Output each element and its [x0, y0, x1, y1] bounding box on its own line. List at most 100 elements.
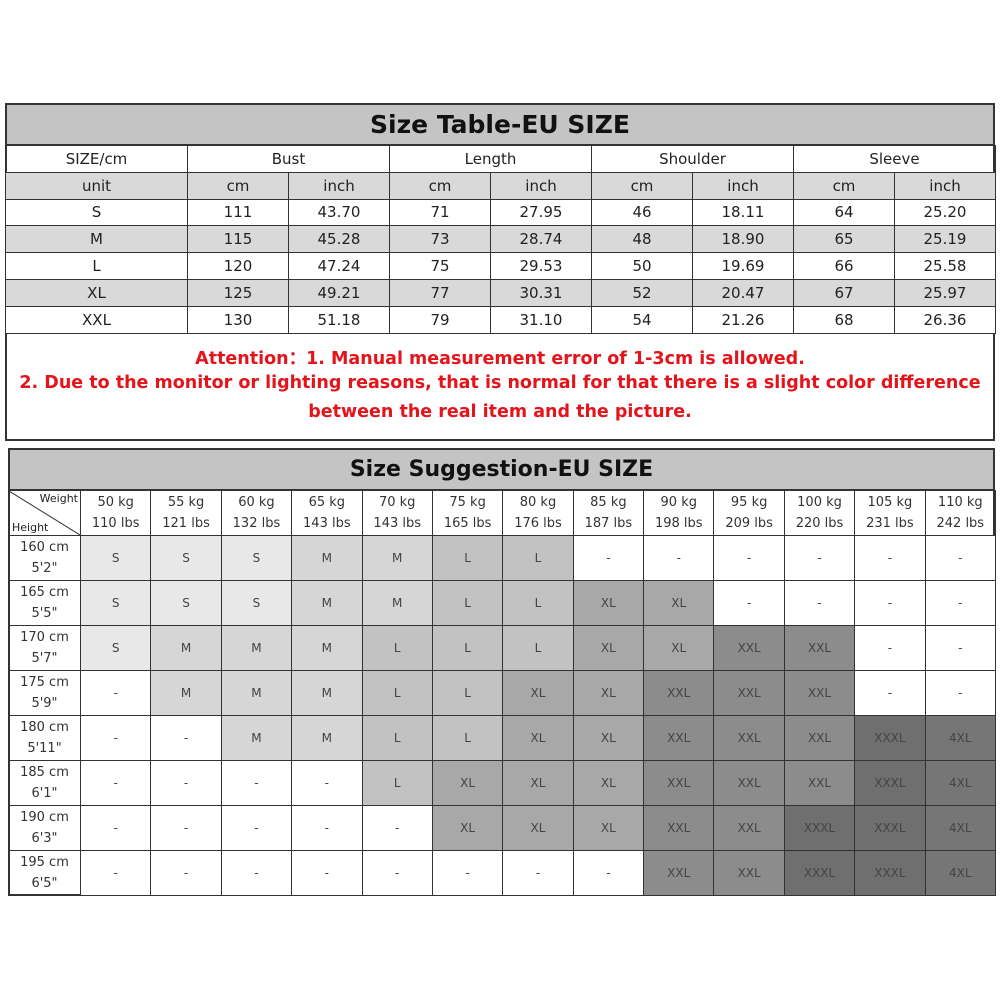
measurement: 19.69	[721, 257, 765, 276]
size-suggestion-cell: XXL	[783, 670, 856, 716]
size-suggestion: XXL	[737, 821, 761, 835]
size-suggestion-cell: -	[643, 535, 715, 581]
measurement-cell: 49.21	[288, 279, 390, 307]
size-suggestion: XXXL	[874, 776, 906, 790]
size-suggestion: S	[182, 551, 190, 565]
measurement-cell: 50	[591, 252, 693, 280]
column-header-cell: Length	[389, 145, 592, 173]
size-suggestion-cell: S	[80, 580, 152, 626]
height-cm: 195 cm	[20, 855, 69, 870]
weight-lbs: 242 lbs	[936, 516, 985, 531]
size-suggestion-cell: XL	[431, 760, 504, 806]
size-suggestion-cell: XL	[502, 715, 574, 761]
size-suggestion: -	[395, 866, 400, 880]
size-suggestion-cell: -	[854, 580, 926, 626]
measurement-cell: 31.10	[490, 305, 592, 334]
size-suggestion: L	[393, 776, 401, 790]
size-suggestion-cell: XXL	[783, 625, 856, 671]
measurement-cell: 73	[389, 225, 491, 254]
size-suggestion-cell: XL	[572, 760, 645, 806]
measurement-cell: 25.19	[894, 225, 996, 254]
size-suggestion-cell: M	[150, 625, 222, 671]
size-suggestion: 4XL	[949, 821, 972, 835]
size-suggestion: XXL	[737, 686, 761, 700]
size-suggestion: XXXL	[803, 821, 836, 835]
measurement-cell: 30.31	[490, 279, 592, 307]
size-suggestion: -	[113, 731, 118, 745]
weight-lbs: 110 lbs	[91, 516, 140, 531]
size-suggestion-cell: XXL	[643, 850, 715, 896]
size-suggestion-cell: -	[80, 670, 152, 716]
size-suggestion-cell: XXL	[783, 760, 856, 806]
size-suggestion: XXXL	[874, 731, 906, 745]
measurement: 21.26	[721, 310, 765, 329]
size-suggestion: -	[606, 551, 611, 565]
size-suggestion: -	[113, 776, 118, 790]
measurement-cell: 120	[187, 252, 289, 280]
height-ft: 5'2"	[31, 561, 58, 576]
size-suggestion-cell: XXL	[713, 715, 785, 761]
size-suggestion: -	[465, 866, 470, 880]
size-suggestion: -	[746, 596, 752, 610]
size-suggestion-cell: -	[361, 850, 433, 896]
measurement: 73	[430, 230, 450, 249]
size-suggestion-cell: S	[80, 625, 152, 671]
unit-cell: cm	[389, 171, 491, 200]
size-suggestion-cell: XXL	[713, 670, 785, 716]
size-suggestion: -	[324, 776, 329, 790]
measurement-cell: 43.70	[288, 198, 390, 227]
unit-cell: inch	[490, 171, 592, 200]
weight-lbs: 176 lbs	[514, 516, 562, 531]
size-suggestion-cell: -	[80, 760, 152, 806]
size-suggestion-cell: L	[502, 535, 574, 581]
measurement: 43.70	[317, 203, 361, 222]
size-suggestion: XL	[600, 776, 616, 790]
size-suggestion: -	[395, 821, 400, 835]
size-suggestion-cell: XL	[502, 760, 574, 806]
weight-kg: 90 kg	[660, 495, 697, 510]
height-header: 190 cm 6'3"	[8, 805, 81, 851]
size-suggestion: M	[321, 686, 332, 700]
measurement-cell: 68	[793, 305, 895, 334]
size-suggestion-cell: XL	[431, 805, 504, 851]
size-suggestion: S	[252, 596, 261, 610]
weight-kg: 65 kg	[308, 495, 346, 510]
weight-kg: 70 kg	[378, 495, 416, 510]
size-suggestion-cell: XXL	[783, 715, 856, 761]
weight-lbs: 220 lbs	[795, 516, 844, 531]
measurement-cell: 46	[591, 198, 693, 227]
size-suggestion-cell: S	[220, 580, 293, 626]
size-suggestion: XXL	[667, 731, 691, 745]
measurement-cell: 28.74	[490, 225, 592, 254]
unit: cm	[428, 176, 452, 195]
measurement: 68	[834, 310, 854, 329]
size-suggestion-cell: M	[291, 670, 363, 716]
size-suggestion: XXL	[737, 731, 761, 745]
measurement-cell: 130	[187, 305, 289, 334]
size-suggestion: L	[464, 641, 471, 655]
measurement-cell: 29.53	[490, 252, 592, 280]
size-suggestion: -	[958, 686, 963, 700]
size-label: M	[90, 230, 103, 249]
height-ft: 5'11"	[27, 741, 62, 756]
unit-cell: inch	[894, 171, 996, 200]
size-suggestion: L	[393, 641, 401, 655]
measurement-cell: 79	[389, 305, 491, 334]
size-suggestion-cell: S	[80, 535, 152, 581]
size-suggestion-cell: -	[150, 805, 222, 851]
size-suggestion: 4XL	[949, 866, 972, 880]
measurement: 115	[223, 230, 253, 249]
size-suggestion-cell: -	[502, 850, 574, 896]
size-suggestion: -	[887, 686, 893, 700]
measurement-cell: 66	[793, 252, 895, 280]
size-suggestion-cell: 4XL	[924, 850, 996, 896]
weight-kg: 75 kg	[449, 495, 486, 510]
size-suggestion: S	[111, 551, 120, 565]
weight-lbs: 187 lbs	[584, 516, 633, 531]
size-suggestion: M	[180, 641, 192, 655]
column-header: Bust	[271, 149, 306, 168]
measurement: 120	[223, 257, 253, 276]
measurement-cell: 77	[389, 279, 491, 307]
unit: inch	[727, 176, 759, 195]
